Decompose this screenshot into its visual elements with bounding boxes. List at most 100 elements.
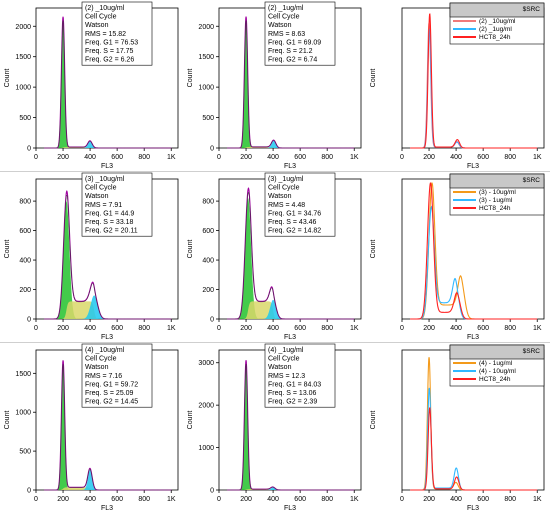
x-axis-label: FL3 <box>284 505 296 512</box>
y-tick-label: 1500 <box>198 54 214 61</box>
series-line <box>410 407 538 491</box>
legend-label: (3) - 1ug/ml <box>479 197 513 204</box>
stats-line: (2) _10ug/ml <box>85 5 125 12</box>
stats-box <box>81 172 153 237</box>
x-tick-label: 200 <box>240 154 252 161</box>
legend-title: $SRC <box>523 6 541 13</box>
y-tick-label: 500 <box>19 449 31 456</box>
x-tick-label: 0 <box>400 325 404 332</box>
y-tick-label: 800 <box>202 199 214 206</box>
stats-line: Freq. S = 21.2 <box>268 48 313 55</box>
legend-title: $SRC <box>523 177 541 184</box>
series-line <box>410 182 538 320</box>
x-tick-label: 400 <box>267 496 279 503</box>
y-tick-label: 1000 <box>198 445 214 452</box>
data-histogram <box>44 364 172 491</box>
y-tick-label: 200 <box>19 287 31 294</box>
stats-line: RMS = 15.82 <box>85 31 126 38</box>
legend-label: (2) _10ug/ml <box>479 18 516 25</box>
x-tick-label: 600 <box>294 325 306 332</box>
s-phase-area <box>44 487 172 490</box>
x-tick-label: 800 <box>138 154 150 161</box>
histogram-panel: 0 200 400 600 800 1K FL3 0 1000 2000 3000 Count (4) … <box>187 343 362 512</box>
legend-label: (3) - 10ug/ml <box>479 189 516 196</box>
stats-line: Watson <box>268 22 292 29</box>
y-tick-label: 600 <box>19 228 31 235</box>
x-tick-label: 0 <box>34 154 38 161</box>
stats-line: Cell Cycle <box>268 185 300 192</box>
stats-line: Freq. G1 = 84.03 <box>268 381 321 388</box>
stats-line: (2) _1ug/ml <box>268 5 304 12</box>
data-histogram <box>227 20 355 149</box>
y-axis-label: Count <box>187 411 194 430</box>
y-axis-label: Count <box>187 69 194 88</box>
legend-title: $SRC <box>523 348 541 355</box>
x-tick-label: 400 <box>450 325 462 332</box>
y-axis-label: Count <box>4 69 11 88</box>
x-tick-label: 0 <box>217 154 221 161</box>
x-tick-label: 200 <box>240 325 252 332</box>
x-tick-label: 400 <box>267 154 279 161</box>
x-tick-label: 800 <box>504 496 516 503</box>
x-tick-label: 0 <box>34 496 38 503</box>
y-axis-label: Count <box>370 69 377 88</box>
x-tick-label: 400 <box>450 496 462 503</box>
data-histogram <box>44 194 172 320</box>
series-line <box>410 13 538 149</box>
stats-box <box>264 1 336 66</box>
stats-line: Watson <box>85 364 109 371</box>
stats-line: (4) _10ug/ml <box>85 347 125 354</box>
legend-label: HCT8_24h <box>479 34 511 41</box>
x-tick-label: 0 <box>34 325 38 332</box>
g1-area <box>44 201 172 319</box>
histogram-panel: 0 200 400 600 800 1K FL3 0 200 400 600 800 Count (3) … <box>187 172 362 341</box>
y-tick-label: 0 <box>210 317 214 324</box>
stats-line: Freq. G1 = 44.9 <box>85 210 134 217</box>
stats-line: Cell Cycle <box>85 356 117 363</box>
x-tick-label: 200 <box>423 325 435 332</box>
stats-box <box>264 172 336 237</box>
x-tick-label: 800 <box>321 154 333 161</box>
stats-line: RMS = 8.63 <box>268 31 305 38</box>
stats-box <box>81 1 153 66</box>
histogram-panel: 0 200 400 600 800 1K FL3 Count $SRC (2) _10ug/ml(… <box>370 2 545 170</box>
x-tick-label: 0 <box>400 496 404 503</box>
histogram-panel: 0 200 400 600 800 1K FL3 0 500 1000 1500 2000 Count (… <box>4 1 179 170</box>
x-axis-label: FL3 <box>467 163 479 170</box>
data-histogram <box>44 20 172 149</box>
x-tick-label: 800 <box>138 325 150 332</box>
y-tick-label: 600 <box>202 228 214 235</box>
row-separator <box>0 342 550 343</box>
stats-line: Freq. G2 = 2.39 <box>268 399 317 406</box>
s-phase-area <box>227 301 355 319</box>
y-tick-label: 0 <box>210 488 214 495</box>
legend-header <box>449 344 545 360</box>
x-tick-label: 1K <box>350 325 359 332</box>
x-tick-label: 600 <box>111 496 123 503</box>
x-tick-label: 600 <box>477 325 489 332</box>
x-tick-label: 400 <box>84 325 96 332</box>
x-tick-label: 800 <box>504 325 516 332</box>
stats-line: Freq. G1 = 34.76 <box>268 210 321 217</box>
stats-line: Cell Cycle <box>85 185 117 192</box>
stats-line: RMS = 7.91 <box>85 202 122 209</box>
y-axis-label: Count <box>370 411 377 430</box>
x-tick-label: 800 <box>504 154 516 161</box>
y-axis-label: Count <box>370 240 377 259</box>
stats-line: RMS = 12.3 <box>268 373 305 380</box>
x-tick-label: 800 <box>321 496 333 503</box>
x-axis-label: FL3 <box>467 334 479 341</box>
x-axis-label: FL3 <box>467 505 479 512</box>
stats-line: Cell Cycle <box>85 14 117 21</box>
y-tick-label: 0 <box>210 146 214 153</box>
y-tick-label: 1000 <box>15 410 31 417</box>
y-tick-label: 2000 <box>15 24 31 31</box>
x-tick-label: 400 <box>84 154 96 161</box>
stats-line: Freq. G2 = 6.74 <box>268 57 317 64</box>
y-tick-label: 0 <box>27 317 31 324</box>
x-tick-label: 0 <box>217 325 221 332</box>
y-tick-label: 1500 <box>15 54 31 61</box>
stats-line: Freq. G2 = 14.82 <box>268 228 321 235</box>
stats-line: Cell Cycle <box>268 356 300 363</box>
